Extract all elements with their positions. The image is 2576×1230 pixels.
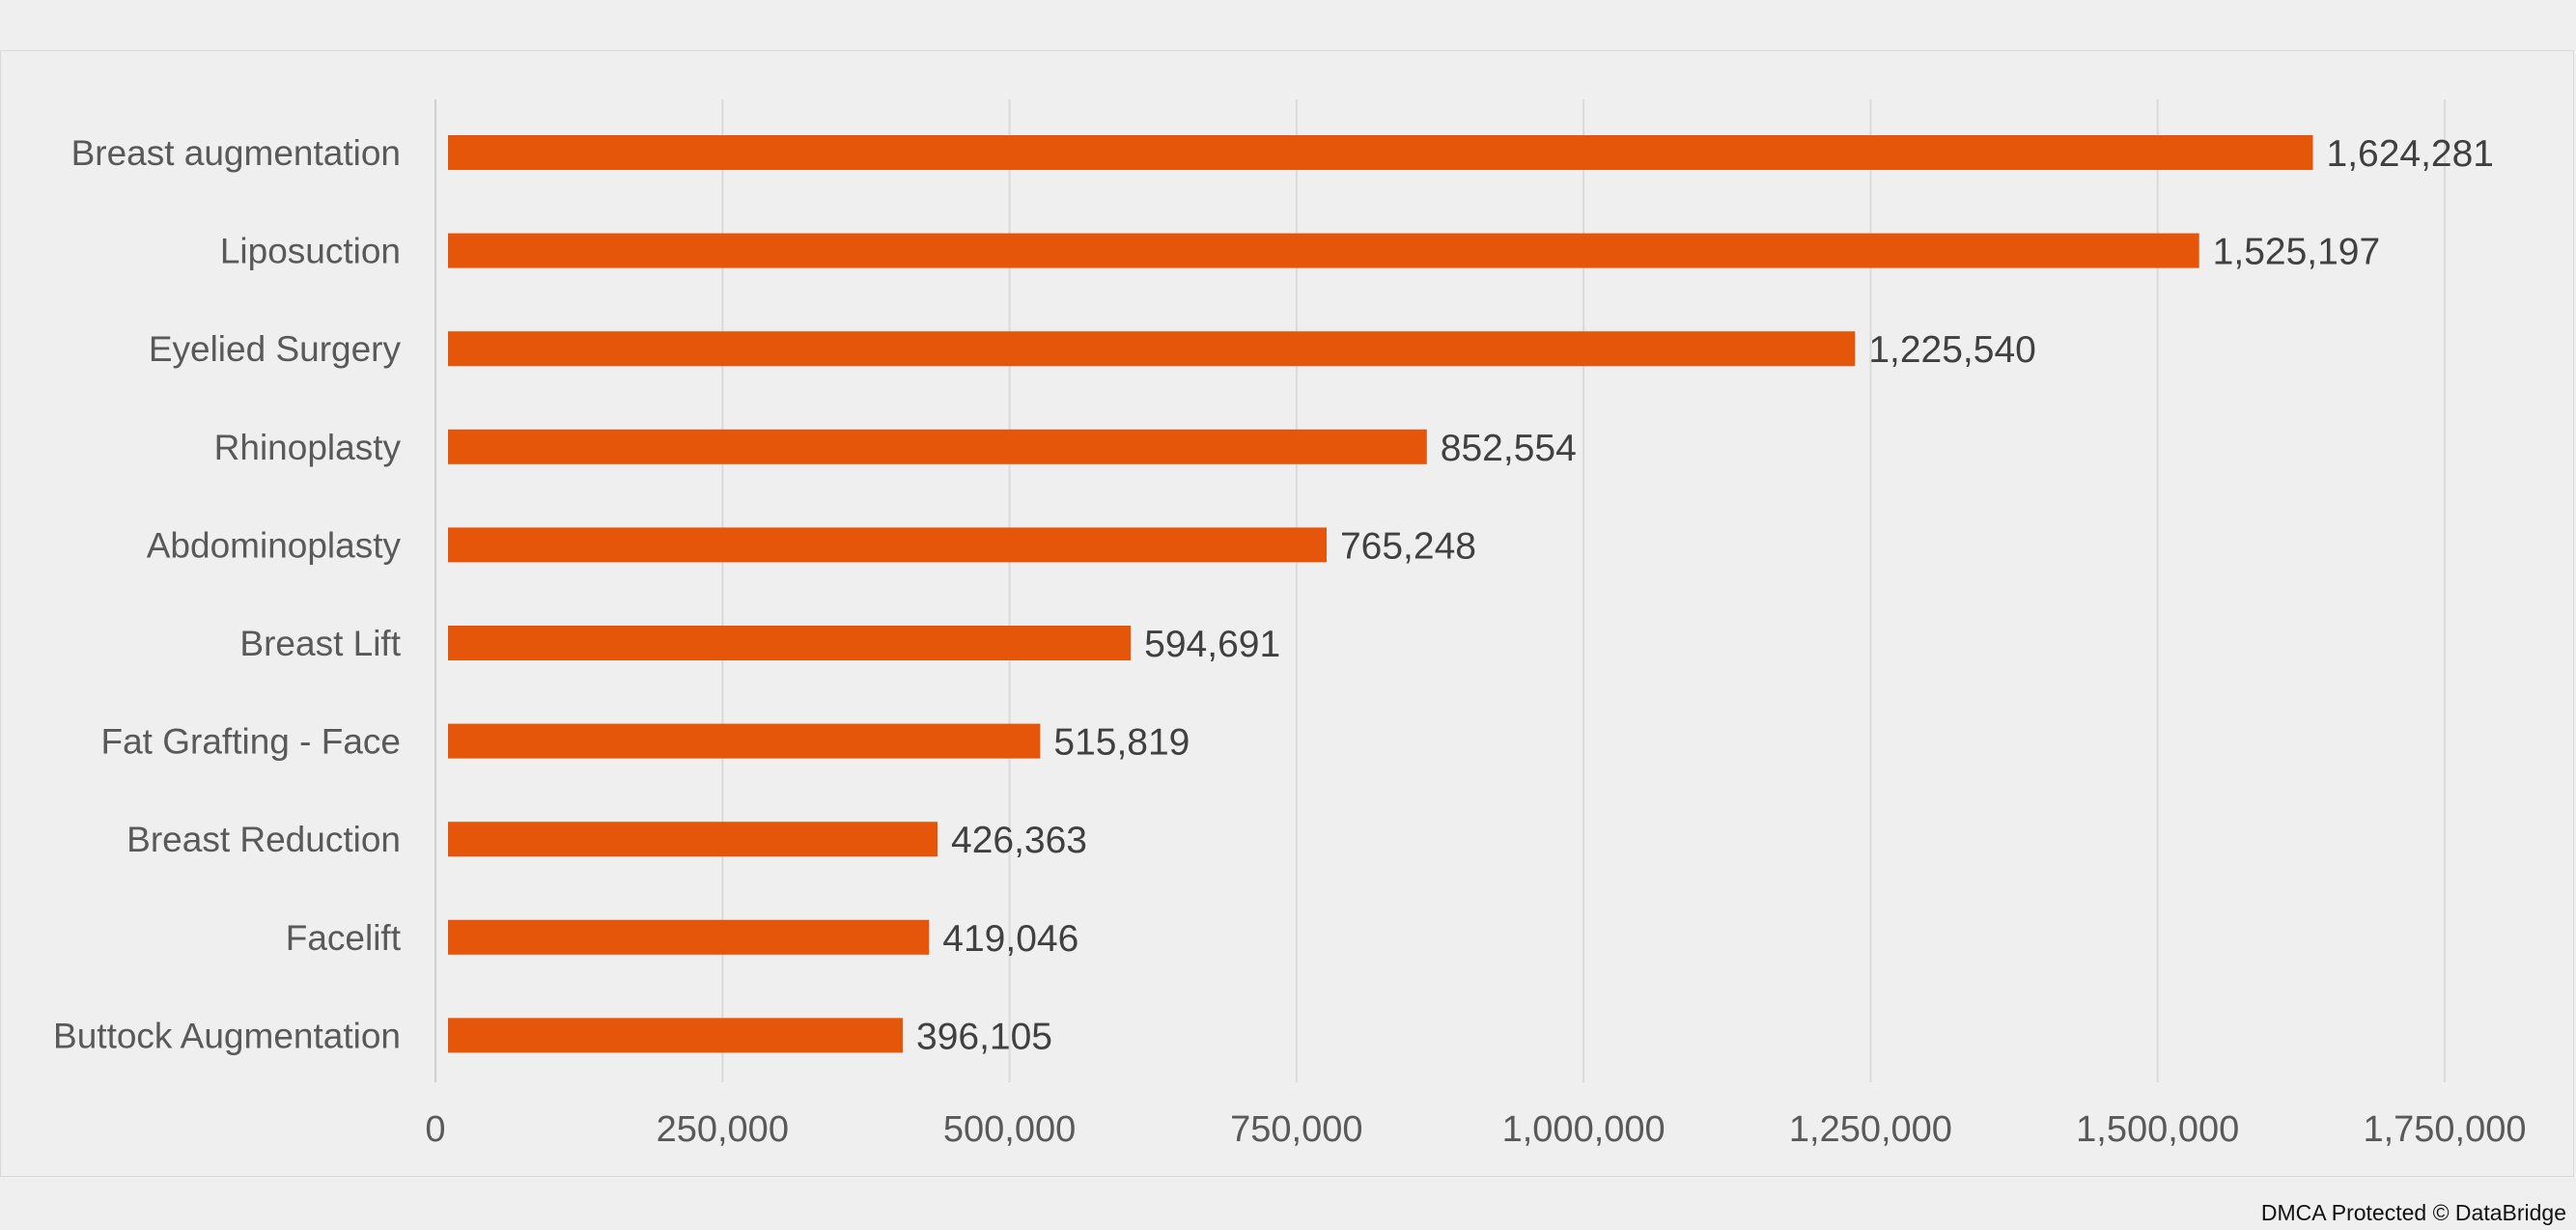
bar xyxy=(448,919,930,955)
bar xyxy=(448,429,1427,464)
data-label: 515,819 xyxy=(1053,722,1190,764)
category-label: Abdominoplasty xyxy=(147,525,402,565)
x-tick-label: 1,000,000 xyxy=(1502,1109,1666,1150)
category-label: Breast Lift xyxy=(239,624,401,663)
data-label: 1,225,540 xyxy=(1868,329,2036,371)
x-tick-label: 1,500,000 xyxy=(2076,1109,2239,1150)
x-tick-label: 750,000 xyxy=(1230,1109,1362,1150)
bar xyxy=(448,1018,904,1053)
bar xyxy=(448,723,1041,759)
data-label: 1,525,197 xyxy=(2213,232,2381,273)
x-tick-label: 1,750,000 xyxy=(2363,1109,2526,1150)
data-label: 419,046 xyxy=(942,918,1078,960)
data-label: 852,554 xyxy=(1441,428,1577,469)
x-tick-label: 250,000 xyxy=(657,1109,789,1150)
category-label: Liposuction xyxy=(220,232,401,271)
data-label: 594,691 xyxy=(1144,624,1280,665)
bar xyxy=(448,135,2313,170)
bar xyxy=(448,822,938,857)
x-tick-label: 1,250,000 xyxy=(1789,1109,1952,1150)
data-label: 426,363 xyxy=(951,820,1087,861)
category-label: Rhinoplasty xyxy=(214,428,402,467)
bar xyxy=(448,527,1327,563)
bar xyxy=(448,331,1856,367)
bar xyxy=(448,233,2199,268)
x-tick-label: 0 xyxy=(425,1109,445,1150)
x-tick-label: 500,000 xyxy=(943,1109,1076,1150)
watermark-text: DMCA Protected © DataBridge xyxy=(2260,1200,2566,1225)
data-label: 765,248 xyxy=(1340,525,1476,567)
bar xyxy=(448,626,1132,660)
category-label: Fat Grafting - Face xyxy=(101,722,402,762)
category-label: Breast augmentation xyxy=(71,133,401,173)
data-label: 396,105 xyxy=(916,1016,1052,1057)
category-label: Eyelied Surgery xyxy=(149,329,402,369)
category-label: Buttock Augmentation xyxy=(53,1016,401,1055)
category-label: Breast Reduction xyxy=(126,820,401,859)
data-label: 1,624,281 xyxy=(2327,133,2495,175)
category-label: Facelift xyxy=(286,918,402,958)
